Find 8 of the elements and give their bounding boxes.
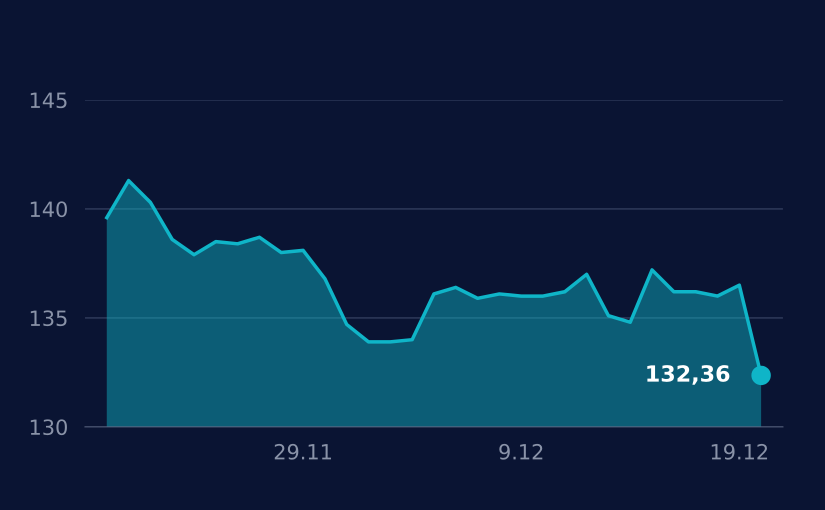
x-tick-label: 9.12 [499, 444, 542, 460]
y-tick-label: 135 [30, 310, 66, 326]
x-tick-label: 29.11 [274, 444, 331, 460]
x-tick-label: 19.12 [712, 444, 768, 460]
data-label: 132,36 [647, 365, 730, 385]
y-tick-label: 130 [30, 419, 67, 436]
y-tick-label: 140 [30, 201, 67, 218]
y-tick-label: 145 [30, 92, 66, 108]
